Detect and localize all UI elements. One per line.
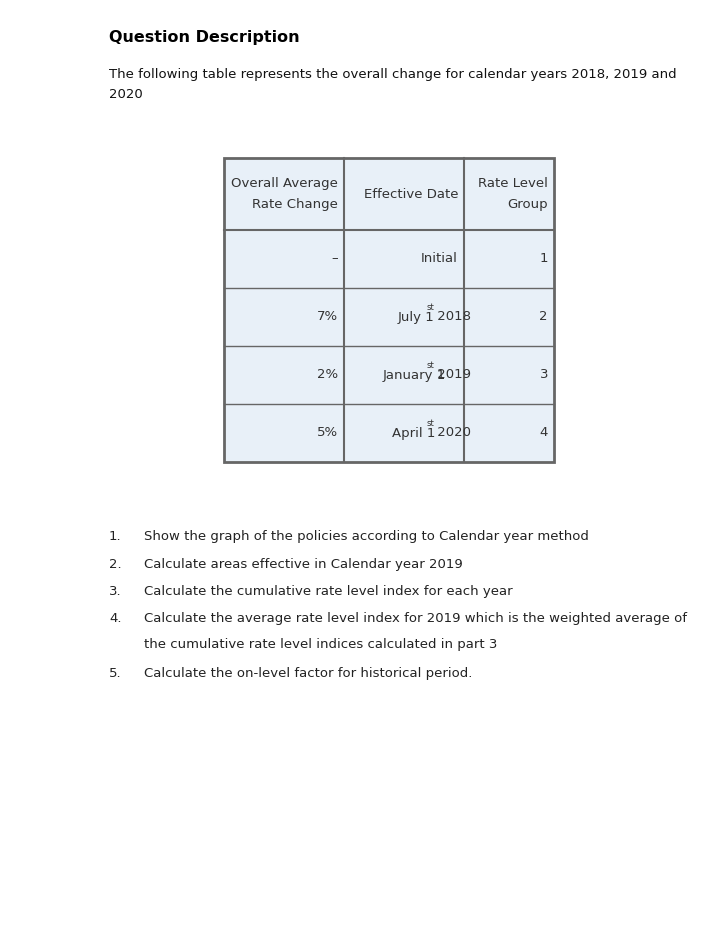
Text: 4: 4 xyxy=(539,427,548,440)
Bar xyxy=(224,158,554,462)
Text: 2020: 2020 xyxy=(433,427,472,440)
Text: The following table represents the overall change for calendar years 2018, 2019 : The following table represents the overa… xyxy=(109,68,676,81)
Text: Overall Average
Rate Change: Overall Average Rate Change xyxy=(231,177,338,211)
Text: Rate Level
Group: Rate Level Group xyxy=(478,177,548,211)
Text: 2018: 2018 xyxy=(433,310,472,323)
Text: Calculate the cumulative rate level index for each year: Calculate the cumulative rate level inde… xyxy=(144,585,513,598)
Text: –: – xyxy=(331,252,338,265)
Text: st: st xyxy=(427,418,435,428)
Text: 2%: 2% xyxy=(317,369,338,381)
Text: 7%: 7% xyxy=(317,310,338,323)
Text: 2020: 2020 xyxy=(109,88,143,101)
Text: 5.: 5. xyxy=(109,667,121,680)
Text: Effective Date: Effective Date xyxy=(364,188,458,201)
Text: 1.: 1. xyxy=(109,530,121,543)
Text: 2019: 2019 xyxy=(433,369,472,381)
Text: 3: 3 xyxy=(539,369,548,381)
Text: 4.: 4. xyxy=(109,612,121,625)
Text: Calculate areas effective in Calendar year 2019: Calculate areas effective in Calendar ye… xyxy=(144,558,462,571)
Text: the cumulative rate level indices calculated in part 3: the cumulative rate level indices calcul… xyxy=(144,638,497,651)
Text: 5%: 5% xyxy=(317,427,338,440)
Text: 2: 2 xyxy=(539,310,548,323)
Text: July 1: July 1 xyxy=(397,310,434,323)
Text: 3.: 3. xyxy=(109,585,121,598)
Text: Initial: Initial xyxy=(421,252,458,265)
Text: Show the graph of the policies according to Calendar year method: Show the graph of the policies according… xyxy=(144,530,589,543)
Text: 1: 1 xyxy=(539,252,548,265)
Text: Question Description: Question Description xyxy=(109,30,299,45)
Text: st: st xyxy=(427,361,435,370)
Text: st: st xyxy=(427,303,435,312)
Text: April 1: April 1 xyxy=(393,427,436,440)
Text: 2.: 2. xyxy=(109,558,121,571)
Text: January 1: January 1 xyxy=(383,369,445,381)
Text: Calculate the on-level factor for historical period.: Calculate the on-level factor for histor… xyxy=(144,667,472,680)
Text: Calculate the average rate level index for 2019 which is the weighted average of: Calculate the average rate level index f… xyxy=(144,612,687,625)
